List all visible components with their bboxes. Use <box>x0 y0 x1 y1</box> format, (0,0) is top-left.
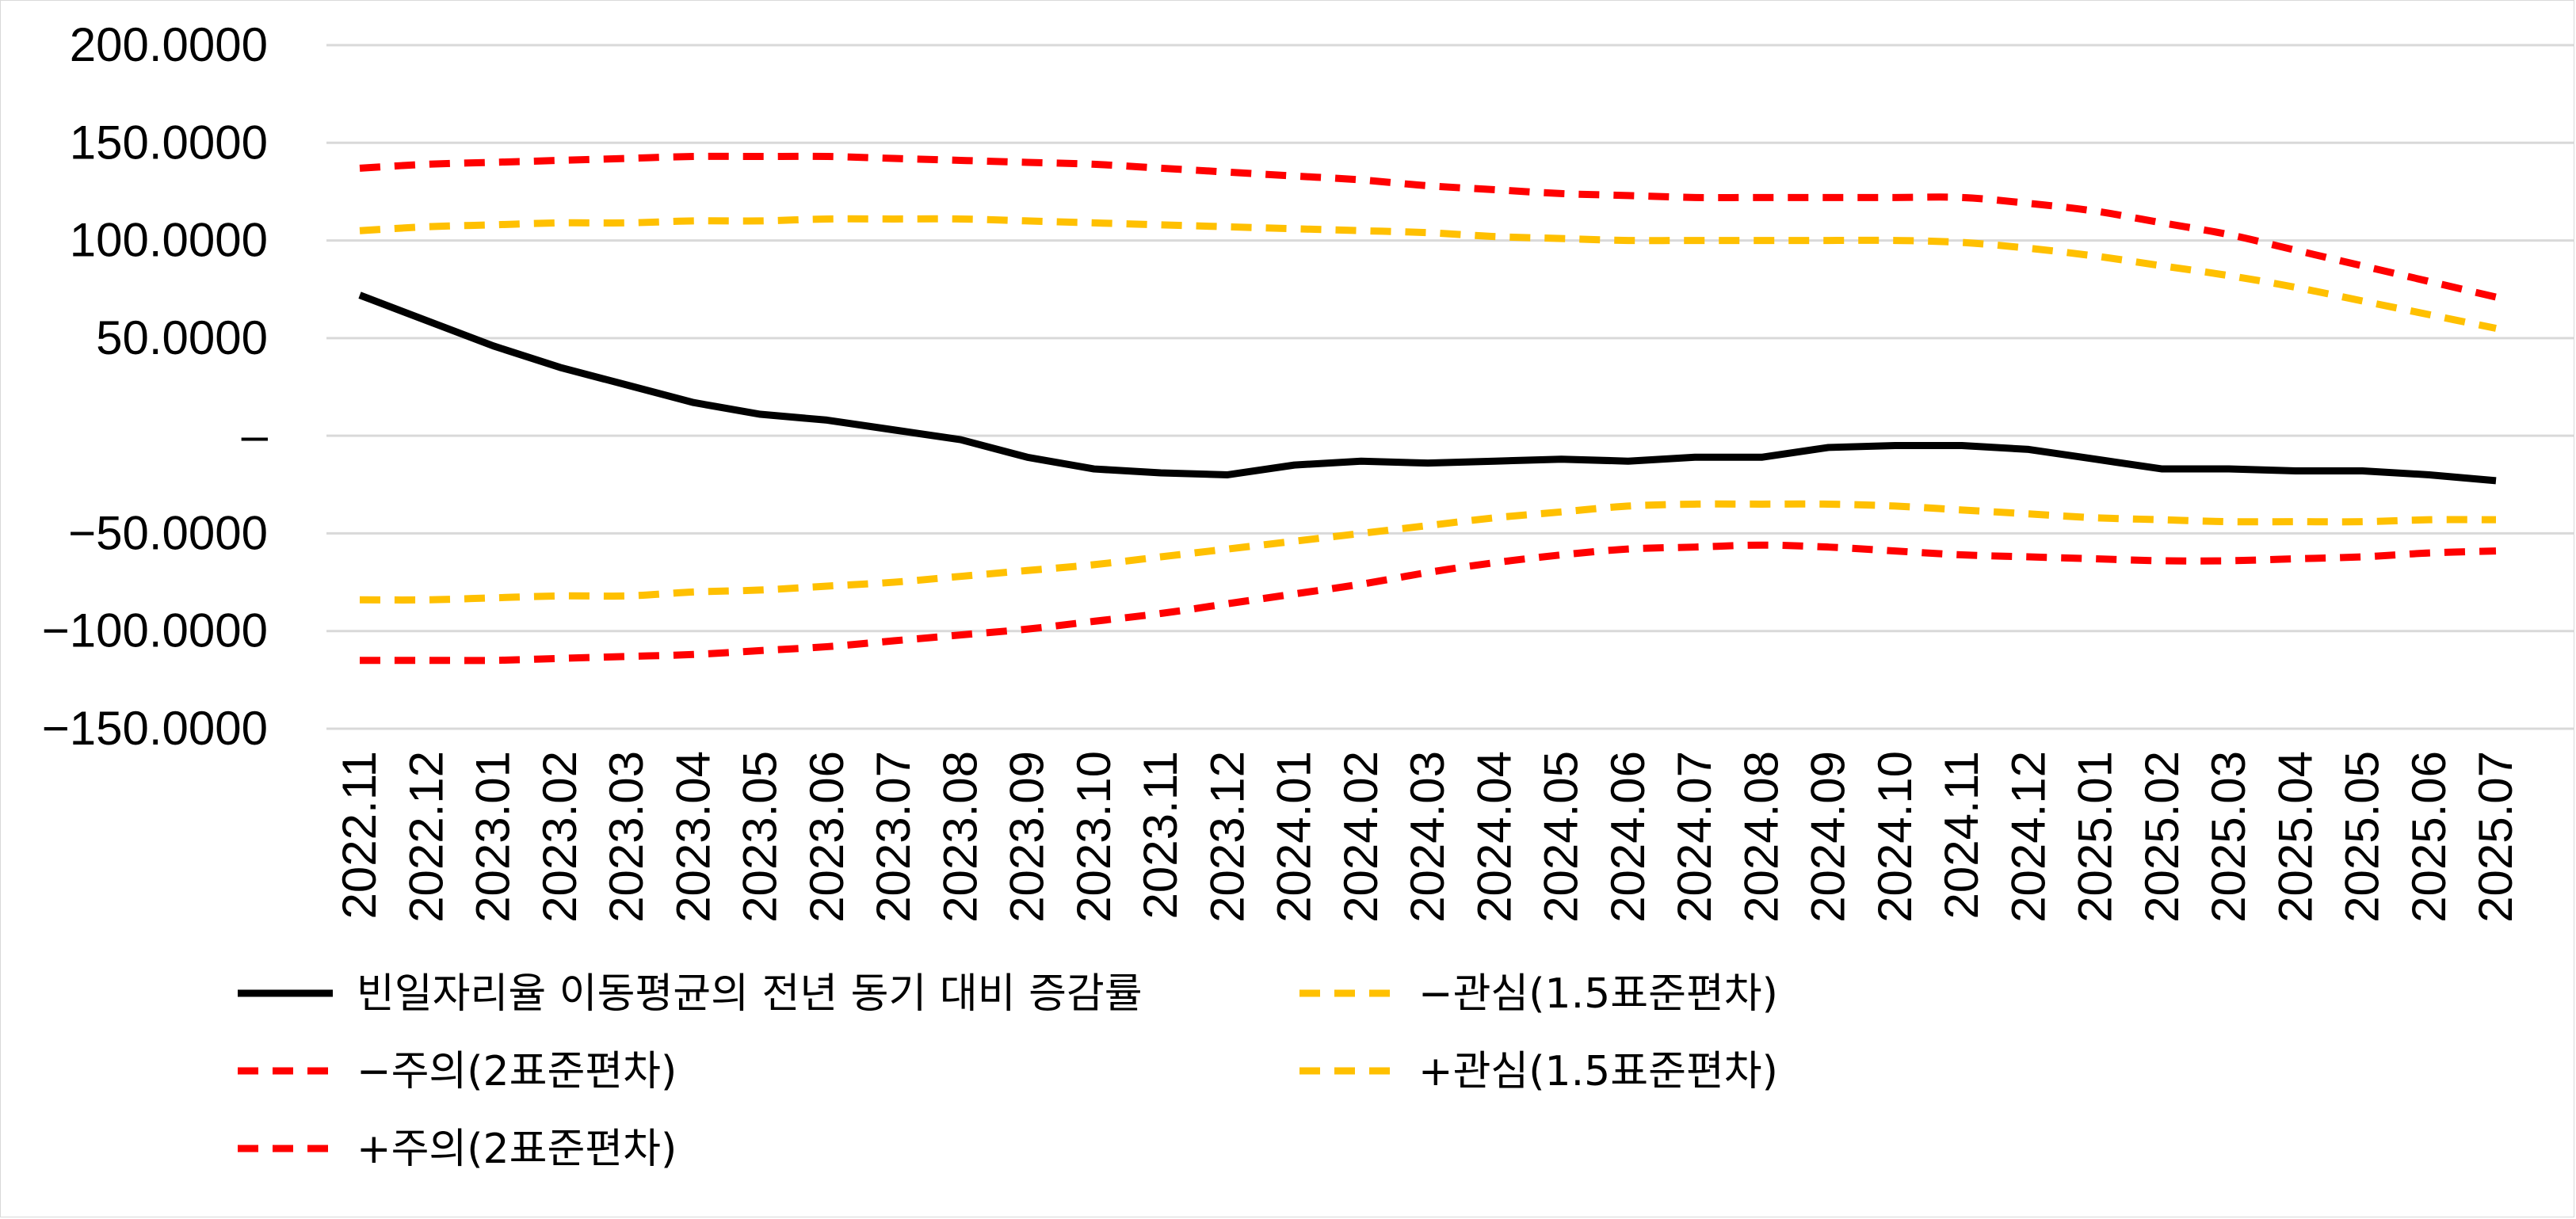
series-lines <box>358 152 2498 665</box>
series-line-2 <box>359 541 2497 665</box>
x-tick-label: 2024.05 <box>1535 751 1588 923</box>
x-tick-label: 2025.06 <box>2402 751 2456 923</box>
x-tick-label: 2024.01 <box>1268 751 1321 923</box>
series-line-3 <box>359 215 2497 332</box>
x-tick-label: 2023.04 <box>666 751 719 923</box>
x-tick-label: 2024.11 <box>1935 751 1988 919</box>
y-tick-label: −150.0000 <box>42 702 268 755</box>
x-tick-label: 2025.04 <box>2269 751 2322 923</box>
x-tick-label: 2023.08 <box>933 751 987 923</box>
x-tick-label: 2024.12 <box>2002 751 2055 923</box>
x-tick-label: 2025.01 <box>2069 751 2122 923</box>
x-tick-label: 2024.10 <box>1868 751 1922 923</box>
x-tick-label: 2022.12 <box>399 751 452 923</box>
series-line-4 <box>359 152 2498 301</box>
gridlines <box>326 44 2574 730</box>
legend: 빈일자리율 이동평균의 전년 동기 대비 증감률 −관심(1.5표준편차) −주의(… <box>238 970 1778 1173</box>
legend-label: −관심(1.5표준편차) <box>1418 970 1778 1018</box>
x-tick-label: 2023.12 <box>1200 751 1254 923</box>
x-tick-label: 2023.07 <box>867 751 920 923</box>
series-line-0 <box>358 291 2497 485</box>
y-axis-ticks: 200.0000 150.0000 100.0000 50.0000 – −50.0000… <box>42 18 269 755</box>
x-tick-label: 2024.08 <box>1735 751 1788 923</box>
x-axis-ticks: 2022.11 2022.12 2023.01 2023.02 2023.03 2023.… <box>333 751 2522 923</box>
y-tick-label: −100.0000 <box>42 604 268 657</box>
x-tick-label: 2023.05 <box>734 751 787 923</box>
x-tick-label: 2023.09 <box>1001 751 1054 923</box>
y-tick-label: −50.0000 <box>68 506 268 559</box>
legend-label: −주의(2표준편차) <box>357 1048 677 1095</box>
x-tick-label: 2024.09 <box>1802 751 1855 923</box>
x-tick-label: 2023.11 <box>1134 751 1187 919</box>
series-line-1 <box>359 500 2497 604</box>
x-tick-label: 2023.02 <box>533 751 586 923</box>
x-tick-label: 2024.06 <box>1601 751 1654 923</box>
y-tick-label: 100.0000 <box>70 214 268 267</box>
y-tick-label: 200.0000 <box>70 18 268 71</box>
x-tick-label: 2022.11 <box>333 751 386 919</box>
x-tick-label: 2023.06 <box>800 751 853 923</box>
x-tick-label: 2025.03 <box>2202 751 2255 923</box>
legend-label: 빈일자리율 이동평균의 전년 동기 대비 증감률 <box>357 970 1143 1018</box>
x-tick-label: 2023.03 <box>600 751 653 923</box>
x-tick-label: 2025.02 <box>2135 751 2189 923</box>
x-tick-label: 2024.03 <box>1401 751 1454 923</box>
x-tick-label: 2025.05 <box>2336 751 2389 923</box>
x-tick-label: 2025.07 <box>2469 751 2522 923</box>
x-tick-label: 2023.01 <box>467 751 520 923</box>
legend-label: +주의(2표준편차) <box>357 1126 677 1173</box>
x-tick-label: 2024.02 <box>1334 751 1387 923</box>
y-tick-label: 50.0000 <box>96 311 268 364</box>
legend-label: +관심(1.5표준편차) <box>1418 1048 1778 1095</box>
x-tick-label: 2024.04 <box>1467 751 1521 923</box>
x-tick-label: 2023.10 <box>1067 751 1120 923</box>
y-tick-label: 150.0000 <box>70 116 268 169</box>
y-tick-label: – <box>242 409 269 462</box>
x-tick-label: 2024.07 <box>1668 751 1721 923</box>
